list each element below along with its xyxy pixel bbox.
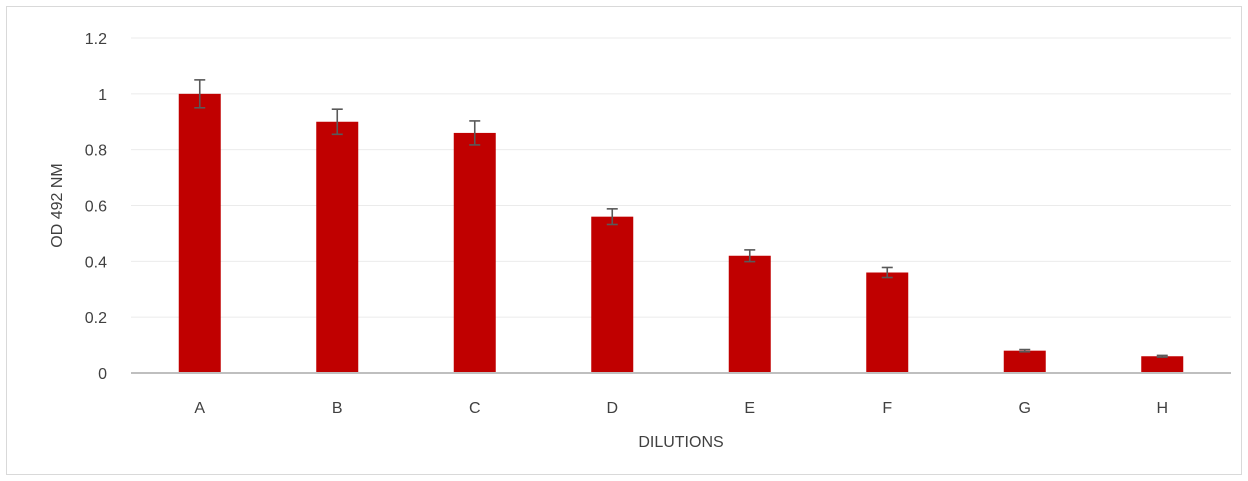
- error-bar-b: [331, 108, 343, 136]
- x-tick-label: H: [1156, 400, 1168, 417]
- bar-b: [316, 121, 359, 373]
- gridlines: [131, 37, 1231, 318]
- bar-f: [866, 272, 909, 373]
- y-tick-label: 0.6: [85, 199, 107, 216]
- bar-a: [178, 93, 221, 373]
- bar-e: [728, 255, 771, 373]
- error-bar-c: [469, 120, 481, 146]
- bar-h: [1141, 356, 1184, 373]
- error-bar-g: [1019, 348, 1031, 353]
- y-tick-label: 1.2: [85, 31, 107, 48]
- x-tick-label: B: [332, 400, 343, 417]
- x-tick-label: E: [744, 400, 755, 417]
- y-tick-label: 0.4: [85, 254, 107, 271]
- bars: [178, 93, 1184, 373]
- error-bars: [194, 79, 1168, 358]
- y-tick-label: 0.8: [85, 143, 107, 160]
- y-tick-label: 0: [98, 366, 107, 383]
- x-tick-label: F: [882, 400, 892, 417]
- y-axis-title: OD 492 NM: [49, 163, 66, 247]
- x-tick-label: A: [194, 400, 205, 417]
- error-bar-e: [744, 249, 756, 263]
- bar-d: [591, 216, 634, 373]
- x-tick-label: D: [606, 400, 618, 417]
- x-tick-label: C: [469, 400, 481, 417]
- y-tick-labels: 0 0.2 0.4 0.6 0.8 1 1.2: [85, 31, 107, 383]
- error-bar-a: [194, 79, 206, 109]
- bar-g: [1003, 350, 1046, 373]
- y-tick-label: 1: [98, 87, 107, 104]
- x-tick-label: G: [1019, 400, 1031, 417]
- x-tick-labels: A B C D E F G H: [194, 400, 1168, 417]
- error-bar-h: [1156, 354, 1168, 358]
- bar-c: [453, 132, 496, 373]
- error-bar-f: [881, 266, 893, 279]
- x-axis-title: DILUTIONS: [638, 434, 723, 451]
- error-bar-d: [606, 208, 618, 226]
- y-tick-label: 0.2: [85, 310, 107, 327]
